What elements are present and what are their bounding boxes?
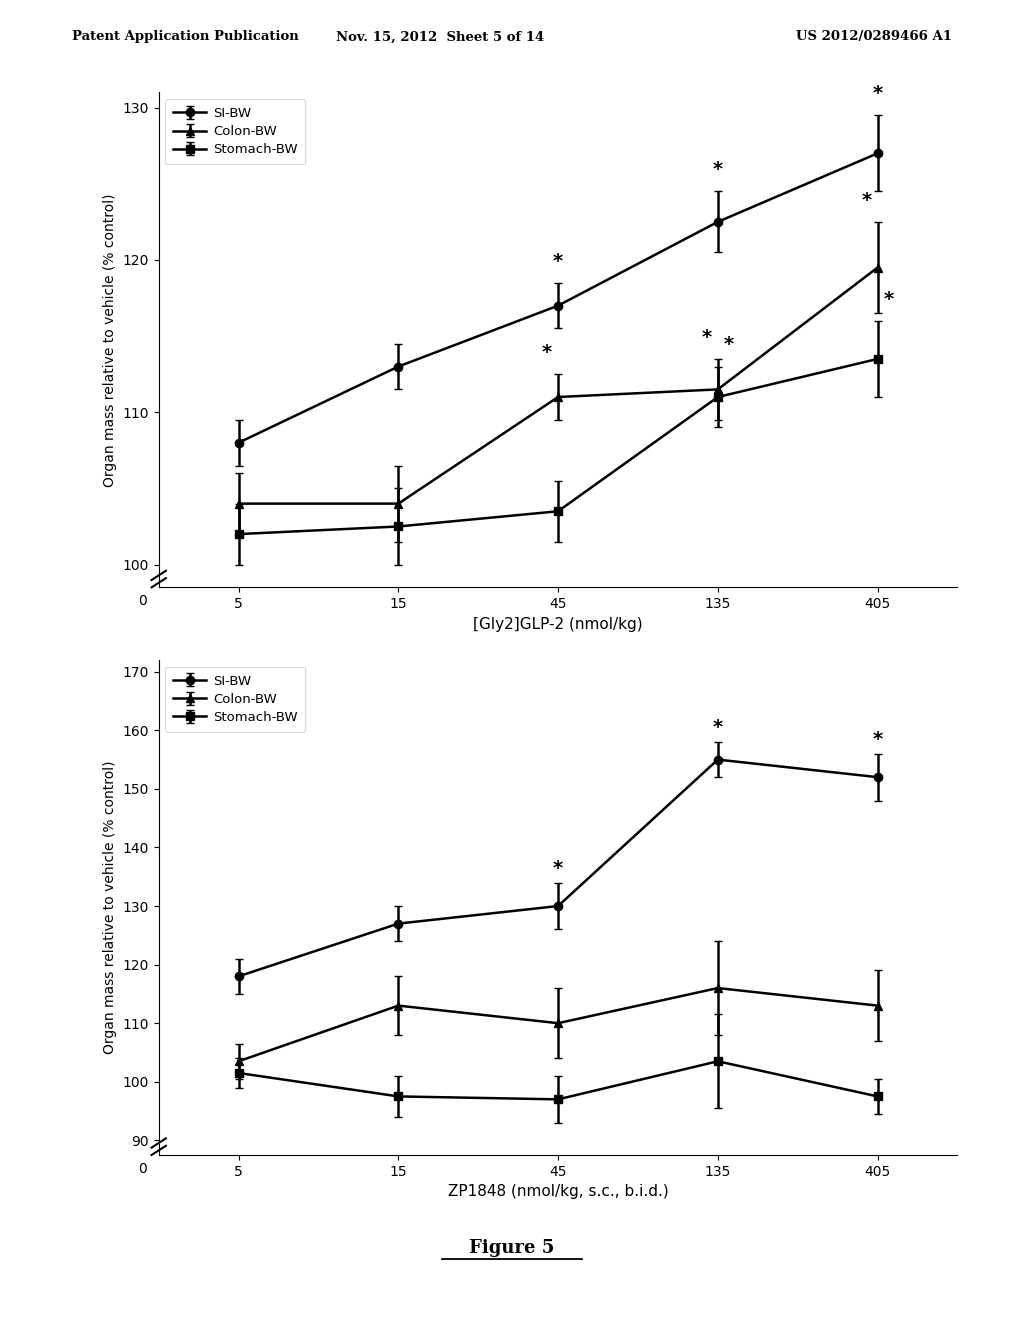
X-axis label: [Gly2]GLP-2 (nmol/kg): [Gly2]GLP-2 (nmol/kg) (473, 616, 643, 632)
Text: *: * (861, 190, 871, 210)
X-axis label: ZP1848 (nmol/kg, s.c., b.i.d.): ZP1848 (nmol/kg, s.c., b.i.d.) (447, 1184, 669, 1200)
Text: Figure 5: Figure 5 (469, 1238, 555, 1257)
Text: *: * (553, 252, 563, 271)
Y-axis label: Organ mass relative to vehicle (% control): Organ mass relative to vehicle (% contro… (103, 193, 117, 487)
Text: *: * (872, 84, 883, 103)
Text: Patent Application Publication: Patent Application Publication (72, 30, 298, 44)
Text: 0: 0 (137, 594, 146, 609)
Text: Nov. 15, 2012  Sheet 5 of 14: Nov. 15, 2012 Sheet 5 of 14 (336, 30, 545, 44)
Text: 0: 0 (137, 1162, 146, 1176)
Text: *: * (542, 343, 552, 362)
Text: *: * (713, 718, 723, 738)
Legend: SI-BW, Colon-BW, Stomach-BW: SI-BW, Colon-BW, Stomach-BW (165, 667, 305, 733)
Text: *: * (724, 335, 734, 354)
Y-axis label: Organ mass relative to vehicle (% control): Organ mass relative to vehicle (% contro… (103, 760, 117, 1055)
Text: *: * (701, 327, 712, 347)
Text: *: * (713, 160, 723, 180)
Text: *: * (553, 859, 563, 878)
Legend: SI-BW, Colon-BW, Stomach-BW: SI-BW, Colon-BW, Stomach-BW (165, 99, 305, 165)
Text: US 2012/0289466 A1: US 2012/0289466 A1 (797, 30, 952, 44)
Text: *: * (872, 730, 883, 748)
Text: *: * (884, 289, 894, 309)
